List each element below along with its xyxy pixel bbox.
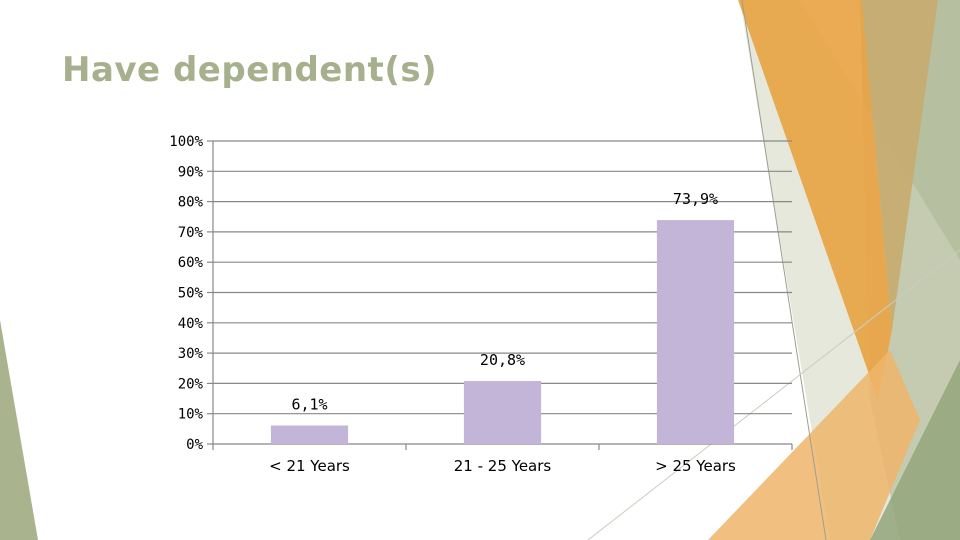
deco-line-2 (587, 249, 960, 540)
y-tick-label: 40% (178, 316, 204, 332)
y-tick-label: 100% (169, 134, 203, 150)
category-label: > 25 Years (655, 457, 736, 475)
bottom-green-facet (870, 360, 960, 540)
y-tick-label: 10% (178, 407, 204, 423)
bar (463, 380, 542, 444)
data-labels: 6,1% 20,8% 73,9% (291, 190, 718, 413)
y-tick-label: 0% (186, 437, 203, 453)
data-label: 20,8% (480, 351, 525, 369)
category-label: < 21 Years (269, 457, 350, 475)
data-label: 6,1% (291, 396, 327, 414)
bar (270, 425, 349, 444)
y-tick-label: 20% (178, 376, 204, 392)
slide-title: Have dependent(s) (62, 50, 438, 90)
right-tan-facet (862, 0, 938, 330)
y-tick-label: 30% (178, 346, 204, 362)
right-orange-facet (738, 0, 892, 400)
y-axis-ticks: 0% 10% 20% 30% 40% 50% 60% 70% 80% 90% 100% (169, 134, 203, 453)
y-tick-label: 50% (178, 286, 204, 302)
x-axis-categories: < 21 Years 21 - 25 Years > 25 Years (269, 457, 736, 475)
y-tick-label: 80% (178, 195, 204, 211)
data-label: 73,9% (673, 190, 718, 208)
deco-line-1 (741, 0, 827, 540)
y-tick-label: 90% (178, 164, 204, 180)
bottom-orange-facet (708, 350, 920, 540)
bar (656, 220, 735, 444)
bars (270, 220, 735, 444)
y-tick-label: 60% (178, 255, 204, 271)
y-tick-label: 70% (178, 225, 204, 241)
left-accent-shape (0, 320, 38, 540)
category-label: 21 - 25 Years (454, 457, 552, 475)
